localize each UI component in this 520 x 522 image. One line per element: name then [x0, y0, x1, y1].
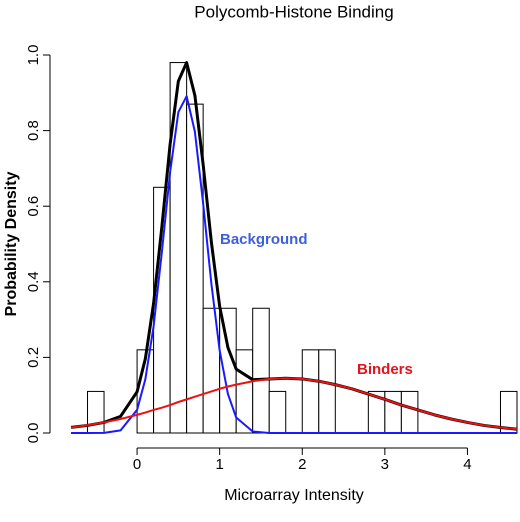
x-axis-title: Microarray Intensity	[224, 487, 364, 504]
y-tick-label: 0.0	[25, 423, 42, 444]
annotation: Background	[220, 231, 308, 248]
annotation: Binders	[357, 361, 413, 378]
y-tick-label: 0.8	[25, 120, 42, 141]
y-axis-title: Probability Density	[3, 171, 20, 316]
chart-title: Polycomb-Histone Binding	[194, 2, 393, 21]
density-curve	[71, 95, 517, 434]
histogram-bar	[219, 307, 237, 434]
y-tick-label: 0.4	[25, 271, 42, 292]
x-tick-label: 0	[133, 456, 141, 473]
density-curve	[70, 377, 518, 431]
histogram-bar	[252, 307, 270, 434]
histogram-bar	[268, 390, 287, 434]
histogram-bar	[400, 390, 419, 434]
x-tick-label: 3	[381, 456, 389, 473]
y-tick-label: 0.2	[25, 347, 42, 368]
y-tick-label: 0.6	[25, 196, 42, 217]
histogram-bar	[384, 390, 402, 434]
x-tick-label: 2	[298, 456, 306, 473]
y-tick-label: 1.0	[25, 45, 42, 66]
x-tick-label: 1	[215, 456, 223, 473]
histogram-bar	[318, 349, 336, 434]
histogram-bar	[87, 390, 105, 434]
histogram-bar	[301, 349, 320, 434]
x-tick-label: 4	[463, 456, 471, 473]
